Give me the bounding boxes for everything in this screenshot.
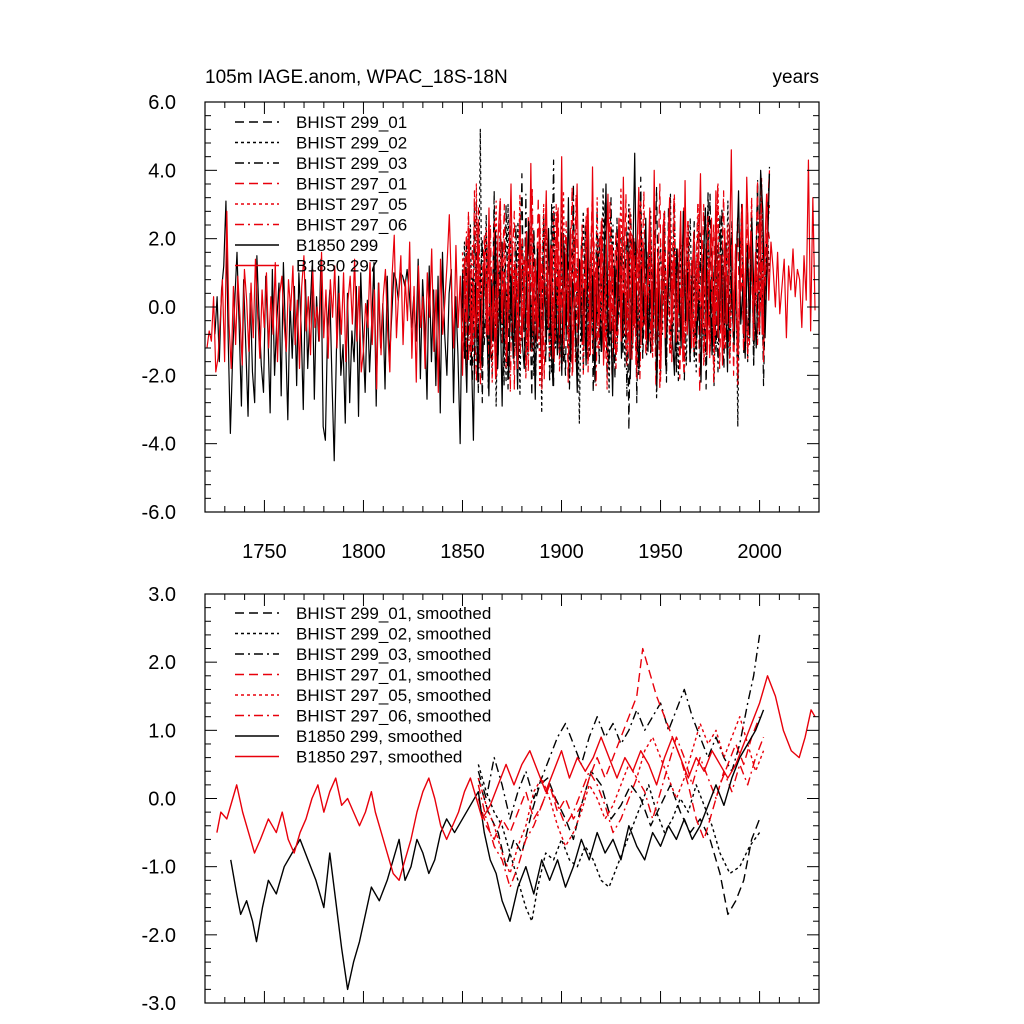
- series-line-7: [230, 709, 765, 991]
- y-tick-label: -2.0: [142, 365, 176, 387]
- legend-label: BHIST 299_01: [296, 113, 407, 132]
- y-tick-label: 1.0: [148, 720, 176, 742]
- y-tick-label: -1.0: [142, 857, 176, 879]
- bottom-panel: -3.0 -2.0 -1.0 0.0 1.0 2.0 3.0 BHIST 299_01, s…: [142, 584, 820, 1015]
- y-tick-label: 4.0: [148, 160, 176, 182]
- series-line-3: [477, 634, 761, 820]
- chart-right-title: years: [773, 67, 819, 88]
- top-panel: 105m IAGE.anom, WPAC_18S-18N years 1750 1…: [142, 67, 820, 563]
- legend-label: B1850 299, smoothed: [296, 727, 462, 746]
- top-series-group: [206, 128, 816, 462]
- legend-label: BHIST 299_03: [296, 154, 407, 173]
- y-tick-label: -2.0: [142, 925, 176, 947]
- legend-label: BHIST 297_05, smoothed: [296, 686, 491, 705]
- chart-title: 105m IAGE.anom, WPAC_18S-18N: [205, 67, 508, 88]
- x-tick-label: 1800: [341, 541, 386, 563]
- bottom-series-group: [216, 634, 816, 991]
- legend-label: BHIST 297_05: [296, 195, 407, 214]
- bottom-axes: -3.0 -2.0 -1.0 0.0 1.0 2.0 3.0: [142, 584, 820, 1015]
- series-line-6: [477, 736, 765, 888]
- series-line-6: [461, 179, 771, 394]
- y-tick-label: 0.0: [148, 789, 176, 811]
- legend-label: B1850 299: [296, 236, 378, 255]
- x-tick-label: 1950: [638, 541, 683, 563]
- legend-label: BHIST 299_03, smoothed: [296, 645, 491, 664]
- bottom-legend: BHIST 299_01, smoothed BHIST 299_02, smoo…: [235, 604, 491, 767]
- y-tick-label: 2.0: [148, 229, 176, 251]
- y-tick-label: 6.0: [148, 92, 176, 114]
- legend-label: BHIST 297_01: [296, 175, 407, 194]
- legend-label: BHIST 299_02: [296, 134, 407, 153]
- x-tick-label: 1900: [539, 541, 584, 563]
- legend-label: B1850 297: [296, 257, 378, 276]
- series-line-2: [477, 764, 761, 922]
- y-tick-label: -6.0: [142, 502, 176, 524]
- x-tick-label: 1750: [242, 541, 287, 563]
- series-line-4: [477, 647, 761, 841]
- series-line-1: [477, 770, 761, 916]
- legend-label: BHIST 299_01, smoothed: [296, 604, 491, 623]
- y-tick-label: 2.0: [148, 652, 176, 674]
- y-tick-label: -4.0: [142, 434, 176, 456]
- legend-label: B1850 297, smoothed: [296, 748, 462, 767]
- legend-label: BHIST 297_06: [296, 216, 407, 235]
- x-tick-label: 1850: [440, 541, 485, 563]
- series-line-8: [216, 675, 816, 881]
- series-line-8: [206, 149, 816, 394]
- y-tick-label: -3.0: [142, 993, 176, 1015]
- legend-label: BHIST 297_06, smoothed: [296, 707, 491, 726]
- top-axes: 1750 1800 1850 1900 1950 2000 -6.0 -4.0 -2.0 0.0 2…: [142, 92, 820, 563]
- legend-label: BHIST 299_02, smoothed: [296, 625, 491, 644]
- y-tick-label: 0.0: [148, 297, 176, 319]
- series-line-5: [477, 716, 765, 875]
- y-tick-label: 3.0: [148, 584, 176, 606]
- legend-label: BHIST 297_01, smoothed: [296, 666, 491, 685]
- x-tick-label: 2000: [737, 541, 782, 563]
